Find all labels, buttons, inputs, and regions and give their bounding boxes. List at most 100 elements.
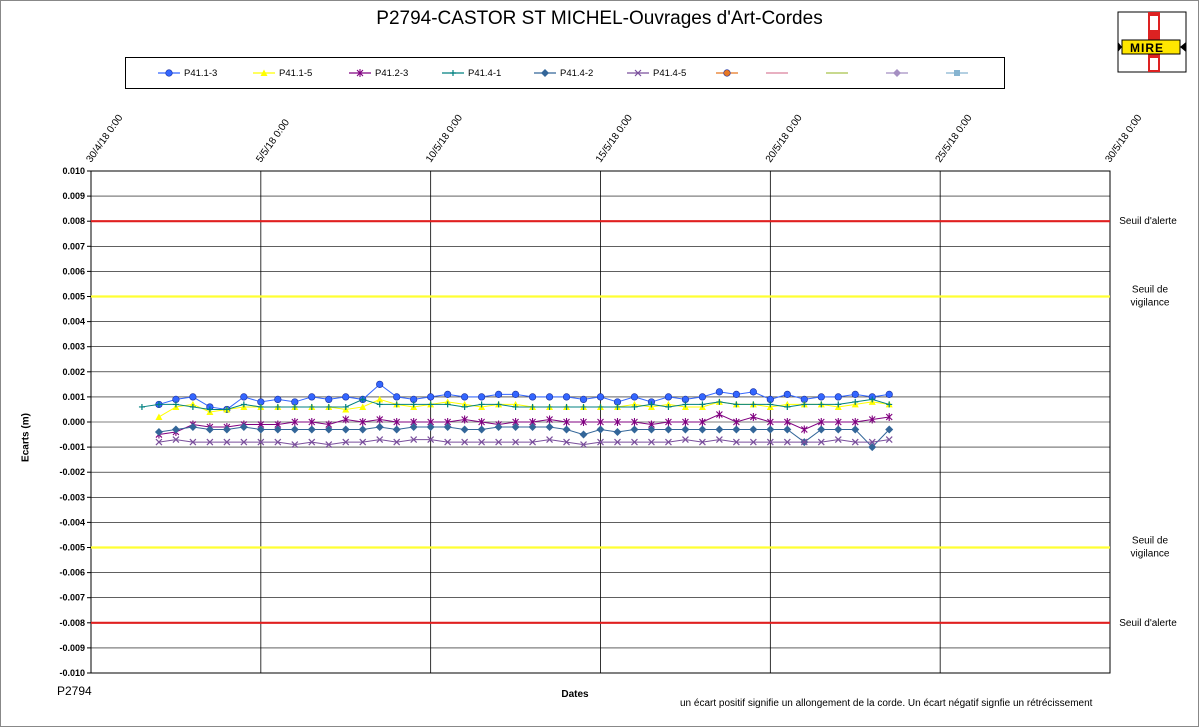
series-P41.4-5 — [155, 436, 893, 449]
data-point — [274, 395, 282, 404]
data-point — [222, 425, 231, 434]
data-point — [325, 395, 333, 404]
data-point — [409, 423, 418, 432]
legend-entry: P41.2-3 — [349, 68, 408, 79]
data-point — [732, 390, 740, 398]
data-point — [375, 423, 384, 432]
data-point — [817, 393, 825, 401]
data-point — [188, 423, 197, 432]
data-point — [665, 403, 672, 410]
data-point — [715, 410, 723, 419]
y-tick-label: 0.002 — [62, 367, 85, 377]
series-P41.4-1 — [138, 396, 893, 413]
data-point — [154, 428, 163, 437]
data-point — [681, 436, 689, 443]
data-point — [494, 423, 503, 432]
data-point — [376, 436, 384, 443]
data-point — [851, 438, 859, 446]
data-point — [189, 438, 197, 446]
data-point — [783, 390, 791, 398]
data-point — [682, 418, 689, 426]
threshold-label-line: vigilance — [1131, 549, 1170, 560]
data-point — [546, 415, 553, 424]
y-tick-label: 0.006 — [62, 266, 85, 276]
data-point — [835, 401, 842, 408]
data-point — [376, 401, 383, 408]
data-point — [631, 418, 638, 426]
data-point — [427, 436, 435, 443]
data-point — [784, 403, 791, 410]
data-point — [664, 393, 673, 401]
data-point — [750, 401, 757, 408]
legend-entry: P41.4-5 — [627, 68, 686, 79]
data-point — [545, 423, 554, 432]
data-point — [308, 438, 316, 446]
footer-note: un écart positif signifie un allongement… — [680, 698, 1093, 709]
data-point — [631, 403, 638, 410]
data-point — [291, 418, 299, 426]
data-point — [885, 412, 893, 421]
legend-marker — [541, 69, 549, 77]
data-point — [155, 401, 162, 408]
y-tick-label: 0.003 — [62, 342, 85, 352]
x-axis-label: Dates — [561, 689, 589, 700]
data-point — [614, 418, 621, 426]
data-point — [308, 403, 315, 410]
data-point — [189, 393, 197, 401]
threshold-label-line: vigilance — [1131, 298, 1170, 309]
data-point — [461, 415, 469, 424]
legend-entry: P41.1-3 — [158, 68, 217, 79]
data-point — [665, 438, 672, 446]
data-point — [766, 418, 774, 426]
legend-marker — [954, 70, 960, 76]
data-point — [716, 398, 723, 405]
x-tick-label: 10/5/18 0:00 — [424, 113, 465, 165]
data-point — [732, 425, 741, 434]
data-point — [834, 418, 842, 426]
data-point — [273, 425, 282, 434]
data-point — [715, 425, 724, 434]
y-tick-label: -0.009 — [59, 643, 85, 653]
data-point — [495, 438, 503, 446]
series-line — [158, 439, 890, 446]
threshold-label: Seuil d'alerte — [1119, 216, 1177, 227]
data-point — [851, 418, 859, 426]
data-point — [308, 393, 316, 401]
legend-label: P41.4-2 — [560, 68, 593, 79]
data-point — [511, 390, 520, 398]
data-point — [698, 425, 707, 434]
data-point — [868, 438, 876, 446]
data-point — [342, 403, 349, 410]
data-point — [783, 438, 791, 446]
data-point — [563, 403, 570, 410]
x-tick-label: 5/5/18 0:00 — [254, 117, 292, 165]
data-point — [359, 403, 367, 410]
data-point — [495, 401, 502, 408]
legend-marker — [634, 69, 642, 77]
data-point — [239, 423, 248, 432]
data-point — [749, 425, 758, 434]
data-point — [358, 425, 367, 434]
y-tick-label: 0.007 — [62, 241, 85, 251]
threshold-label: Seuil de vigilance — [1131, 285, 1170, 309]
legend-marker — [165, 69, 173, 77]
data-point — [834, 393, 842, 401]
y-tick-label: 0.005 — [62, 292, 85, 302]
y-tick-label: -0.004 — [59, 517, 85, 527]
data-point — [852, 398, 859, 405]
series-P41.1-3 — [155, 380, 893, 414]
data-point — [869, 396, 876, 403]
data-point — [885, 390, 893, 398]
data-point — [410, 436, 418, 443]
data-point — [478, 438, 486, 446]
y-tick-label: -0.007 — [59, 593, 85, 603]
data-point — [324, 425, 333, 434]
data-point — [308, 418, 316, 426]
data-point — [341, 425, 350, 434]
data-point — [614, 403, 621, 410]
data-point — [256, 425, 265, 434]
data-point — [477, 425, 486, 434]
data-point — [376, 380, 384, 388]
legend-entry — [946, 70, 968, 76]
